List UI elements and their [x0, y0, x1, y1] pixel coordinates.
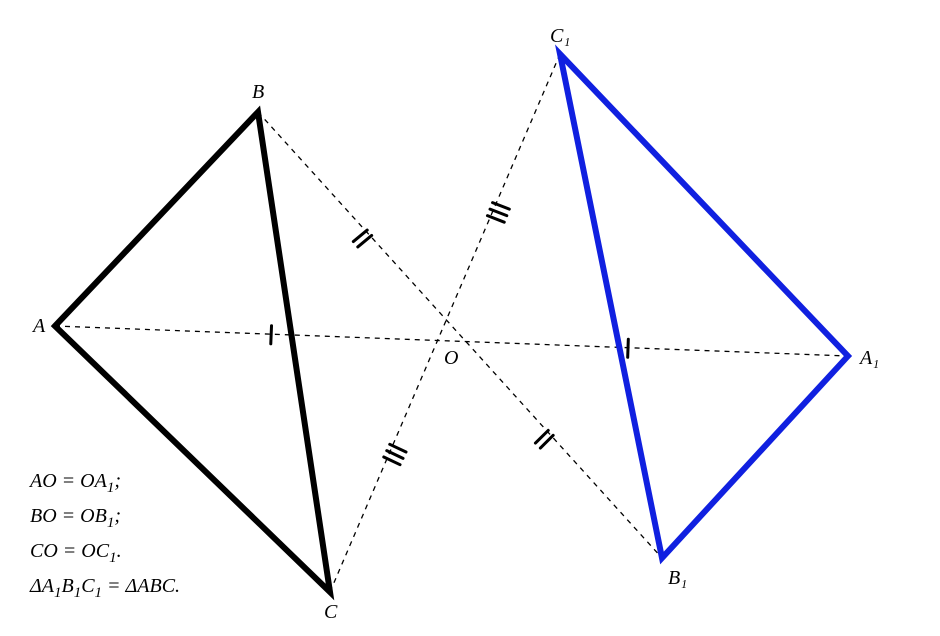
- triangle-A1B1C1: [560, 54, 848, 558]
- vertex-label-B1: B₁: [668, 567, 687, 589]
- given-statement: BO = OB1;: [30, 505, 121, 532]
- given-statement: CO = OC1.: [30, 540, 122, 567]
- tick-mark: [493, 203, 510, 210]
- tick-mark: [390, 444, 406, 452]
- vertex-label-B: B: [252, 81, 264, 103]
- tick-mark: [271, 326, 272, 344]
- tick-mark: [487, 216, 504, 223]
- tick-mark: [628, 339, 629, 357]
- vertex-label-A1: A₁: [858, 347, 879, 369]
- given-statement: ΔA1B1C1 = ΔABC.: [30, 575, 180, 602]
- vertex-label-A: A: [31, 315, 46, 337]
- construction-line-B-B1: [258, 112, 662, 558]
- given-statement: AO = OA1;: [30, 470, 121, 497]
- vertex-label-C: C: [324, 601, 338, 623]
- tick-mark: [387, 451, 403, 459]
- vertex-label-O: O: [444, 347, 458, 369]
- construction-line-C-C1: [330, 54, 560, 592]
- vertex-label-C1: C₁: [550, 25, 570, 47]
- geometry-diagram: A B C O A₁ B₁ C₁: [0, 0, 940, 636]
